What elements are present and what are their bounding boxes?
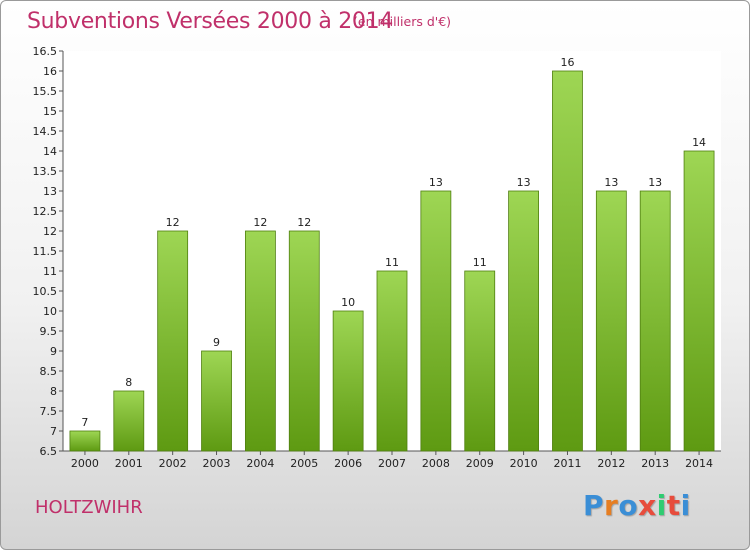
y-tick-label: 14 [43,145,57,158]
logo-letter: i [680,489,691,522]
x-tick-label: 2004 [246,457,274,470]
y-tick-label: 6.5 [40,445,58,458]
y-tick-label: 14.5 [33,125,58,138]
logo-letter: x [638,489,657,522]
x-tick-label: 2005 [290,457,318,470]
y-tick-label: 16 [43,65,57,78]
x-tick-label: 2003 [203,457,231,470]
bar-value-label: 10 [341,296,355,309]
proxiti-logo[interactable]: Proxiti [583,489,691,522]
y-tick-label: 10.5 [33,285,58,298]
logo-letter: t [666,489,681,522]
bar [683,150,715,452]
x-tick-label: 2001 [115,457,143,470]
bar-value-label: 11 [385,256,399,269]
y-tick-label: 9 [50,345,57,358]
y-tick-label: 15 [43,105,57,118]
x-tick-label: 2009 [466,457,494,470]
bar [464,270,496,452]
logo-letter: P [583,489,605,522]
bar [157,230,189,452]
bar [639,190,671,452]
bar [288,230,320,452]
y-tick-label: 11 [43,265,57,278]
bar-value-label: 12 [297,216,311,229]
bar [113,390,145,452]
bar [332,310,364,452]
bar-value-label: 7 [81,416,88,429]
bar-value-label: 11 [473,256,487,269]
x-tick-label: 2010 [510,457,538,470]
y-tick-label: 13.5 [33,165,58,178]
bar [244,230,276,452]
logo-letter: i [656,489,667,522]
y-tick-label: 12.5 [33,205,58,218]
chart-subtitle: (en milliers d'€) [353,14,452,29]
x-tick-label: 2013 [641,457,669,470]
bar-value-label: 16 [560,56,574,69]
y-tick-label: 9.5 [40,325,58,338]
bar-value-label: 12 [166,216,180,229]
bar [376,270,408,452]
bar-value-label: 13 [429,176,443,189]
x-tick-label: 2000 [71,457,99,470]
bar-value-label: 13 [604,176,618,189]
bar [508,190,540,452]
bar [201,350,232,452]
bar [552,70,583,452]
x-tick-label: 2011 [553,457,581,470]
y-tick-label: 8 [50,385,57,398]
y-tick-label: 15.5 [33,85,58,98]
bar-value-label: 12 [253,216,267,229]
bar-value-label: 9 [213,336,220,349]
bar [69,430,101,452]
commune-name: HOLTZWIHR [35,497,143,518]
y-tick-label: 7 [50,425,57,438]
bar [420,190,452,452]
chart-title: Subventions Versées 2000 à 2014 [27,9,394,34]
bar-value-label: 13 [648,176,662,189]
y-tick-label: 16.5 [33,45,58,58]
bar-value-label: 14 [692,136,706,149]
bar [595,190,627,452]
x-tick-label: 2008 [422,457,450,470]
bar-value-label: 13 [517,176,531,189]
y-tick-label: 11.5 [33,245,58,258]
y-tick-label: 12 [43,225,57,238]
x-tick-label: 2007 [378,457,406,470]
x-tick-label: 2014 [685,457,713,470]
y-tick-label: 8.5 [40,365,58,378]
x-tick-label: 2002 [159,457,187,470]
x-tick-label: 2006 [334,457,362,470]
logo-letter: r [604,489,619,522]
y-tick-label: 7.5 [40,405,58,418]
y-tick-label: 13 [43,185,57,198]
bar-value-label: 8 [125,376,132,389]
y-tick-label: 10 [43,305,57,318]
logo-letter: o [618,489,639,522]
x-tick-label: 2012 [597,457,625,470]
